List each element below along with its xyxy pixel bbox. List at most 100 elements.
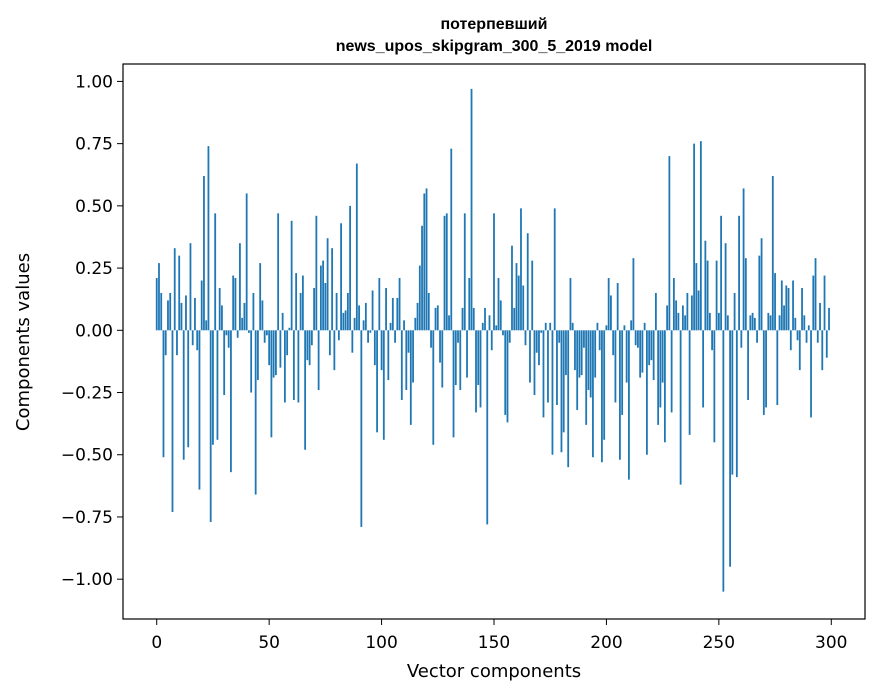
bar (171, 330, 174, 512)
bar (194, 297, 196, 331)
bar (484, 307, 486, 331)
bar (495, 325, 498, 331)
bar (322, 260, 325, 331)
bar (520, 208, 522, 331)
bar (693, 143, 696, 331)
bar (216, 330, 219, 440)
bar (198, 330, 201, 490)
bar (389, 322, 392, 331)
bar (659, 330, 662, 408)
bar (180, 302, 183, 331)
bar (731, 330, 734, 475)
bar (243, 302, 246, 331)
bar (394, 330, 396, 343)
bar (657, 330, 660, 425)
bar (783, 305, 785, 331)
bar (340, 223, 342, 331)
bar (756, 330, 758, 343)
bar (218, 287, 221, 331)
bar (286, 330, 289, 356)
bar (355, 163, 358, 331)
bar (594, 330, 597, 378)
bar (526, 233, 529, 331)
bar (661, 330, 664, 383)
bar (405, 330, 408, 391)
bar (760, 238, 763, 331)
bar (601, 330, 603, 463)
bar (277, 213, 280, 331)
bar (162, 330, 165, 458)
bar (488, 315, 491, 331)
y-tick-label: 0.25 (75, 259, 113, 279)
bar (335, 292, 338, 331)
bar (663, 330, 666, 443)
bar (239, 243, 241, 331)
bar (266, 330, 268, 336)
y-tick-label: 0.75 (75, 135, 113, 155)
bar (418, 265, 421, 331)
bar (821, 330, 824, 371)
bar (232, 275, 235, 331)
bar (619, 330, 621, 460)
bar (185, 295, 187, 331)
bar (477, 330, 480, 386)
bar (828, 307, 830, 331)
bar (448, 315, 450, 331)
bar (672, 278, 675, 331)
bar (540, 330, 543, 333)
bar (326, 238, 329, 331)
bar (466, 330, 468, 378)
bar (349, 205, 351, 331)
bar (567, 330, 570, 468)
bar (632, 258, 635, 331)
bar (221, 305, 223, 331)
bar (292, 330, 295, 400)
bar (400, 330, 403, 400)
bar (679, 330, 682, 485)
bar (742, 188, 745, 331)
y-axis-ticks: 1.00 0.75 0.50 0.25 0.00 −0.25 −0.50 −0.75 −1.00 (61, 72, 123, 590)
bar (317, 330, 320, 391)
bar (596, 322, 599, 331)
bar (187, 330, 190, 448)
bar (214, 213, 217, 331)
x-tick-label: 100 (365, 633, 397, 653)
x-tick-label: 300 (815, 633, 847, 653)
bar (421, 225, 423, 331)
bar (450, 148, 453, 331)
bar (290, 220, 293, 331)
bar (720, 215, 722, 331)
bar (351, 330, 354, 353)
bar (807, 325, 810, 331)
bar (337, 330, 340, 341)
bar (373, 330, 376, 366)
bar (740, 330, 743, 348)
bar (612, 330, 615, 356)
bar (308, 330, 311, 366)
bar (621, 330, 624, 415)
bar (288, 327, 291, 331)
bar (315, 215, 318, 331)
bar (637, 330, 639, 348)
bar (603, 330, 606, 440)
bar (398, 278, 401, 331)
bar (569, 278, 572, 331)
x-tick-label: 0 (151, 633, 162, 653)
y-tick-label: −0.50 (61, 446, 113, 466)
bar (729, 330, 731, 567)
bar (749, 315, 752, 331)
bar (481, 322, 484, 331)
bar (358, 305, 360, 331)
bar (268, 330, 271, 366)
bar (819, 302, 821, 331)
bar (416, 302, 419, 331)
bar (576, 330, 579, 410)
bar (414, 317, 417, 331)
bar (515, 263, 518, 331)
bar (427, 292, 430, 331)
bar (279, 330, 282, 368)
bar (810, 330, 812, 418)
bar (816, 330, 819, 343)
bar (801, 287, 803, 331)
